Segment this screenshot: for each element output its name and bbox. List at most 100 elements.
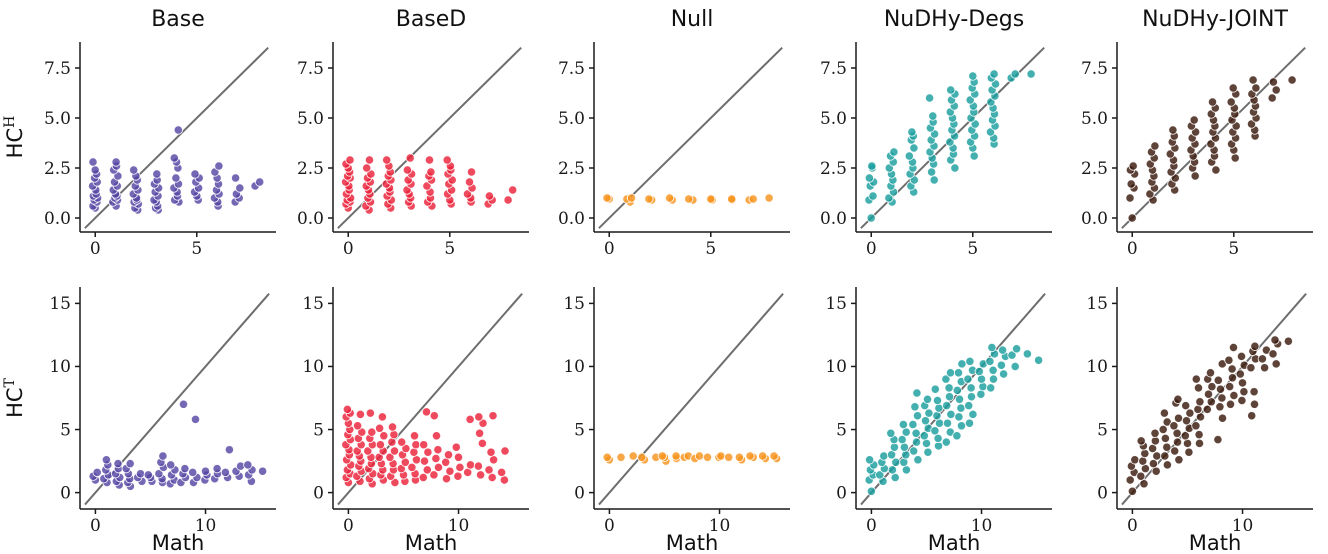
data-point <box>92 467 102 478</box>
data-point <box>644 194 654 204</box>
data-point <box>421 407 432 417</box>
panel-nudhy-joint-hc-t: 0 5 10 15 0 10 Math <box>1066 268 1328 554</box>
y-tick-label: 0.0 <box>44 209 71 229</box>
y-tick-label: 15 <box>825 294 847 314</box>
data-point <box>1033 355 1044 365</box>
data-point <box>1211 165 1221 175</box>
panel-nudhy-degs-hc-t: 0 5 10 15 0 10 Math <box>805 268 1066 554</box>
x-tick-label: 5 <box>191 239 202 259</box>
data-point <box>1268 77 1279 87</box>
data-point <box>998 369 1009 379</box>
data-point <box>1011 344 1022 354</box>
x-tick-label: 10 <box>709 516 731 536</box>
data-point <box>1215 384 1226 394</box>
data-point <box>433 445 443 455</box>
data-point <box>1173 413 1184 423</box>
data-point <box>974 366 984 377</box>
data-point <box>453 452 464 462</box>
data-point <box>1227 373 1238 383</box>
data-point <box>706 194 716 204</box>
data-point <box>1136 471 1146 481</box>
data-point <box>887 465 898 475</box>
data-point <box>1010 361 1020 372</box>
data-point <box>1251 83 1261 93</box>
data-point <box>941 374 951 384</box>
data-point <box>445 466 455 476</box>
data-point <box>1190 171 1200 181</box>
data-point <box>1139 479 1149 489</box>
data-point <box>1022 349 1033 359</box>
data-point <box>964 400 974 411</box>
y-tick-label: 0.0 <box>558 209 585 229</box>
y-tick-label: 5.0 <box>1081 109 1108 129</box>
data-point <box>912 411 923 421</box>
data-point <box>1267 93 1277 103</box>
data-point <box>911 428 921 438</box>
data-point <box>431 431 442 441</box>
data-point <box>367 427 377 437</box>
data-point <box>904 151 914 161</box>
data-point <box>357 427 367 437</box>
y-tick-label: 10 <box>49 357 71 377</box>
data-point <box>694 451 705 461</box>
data-point <box>243 460 253 470</box>
data-point <box>745 451 755 461</box>
y-tick-label: 0 <box>313 483 324 503</box>
data-point <box>111 157 121 167</box>
data-point <box>965 356 975 367</box>
y-tick-label: 15 <box>49 294 71 314</box>
data-point <box>474 412 484 422</box>
data-point <box>986 383 996 393</box>
y-tick-label: 0 <box>60 483 71 503</box>
data-point <box>1007 350 1017 360</box>
data-point <box>419 456 430 466</box>
x-tick-label: 10 <box>448 516 470 536</box>
y-tick-label: 5.0 <box>820 109 847 129</box>
data-point <box>879 451 889 461</box>
panel-title: Null <box>671 7 714 32</box>
data-point <box>942 418 953 428</box>
data-point <box>953 368 964 378</box>
data-point <box>1181 416 1192 426</box>
data-point <box>441 474 452 484</box>
data-point <box>508 185 518 195</box>
data-point <box>364 155 375 165</box>
y-tick-label: 15 <box>1086 294 1108 314</box>
y-axis-label-base: HC <box>3 128 27 158</box>
data-point <box>1159 408 1170 418</box>
x-axis-label: Math <box>405 531 458 554</box>
data-point <box>671 451 681 461</box>
data-point <box>889 442 900 452</box>
x-tick-label: 0 <box>1127 239 1138 259</box>
y-tick-label: 7.5 <box>44 59 71 79</box>
data-point <box>451 442 461 452</box>
data-point <box>602 193 612 203</box>
x-tick-label: 0 <box>866 239 877 259</box>
data-point <box>1189 115 1199 125</box>
x-tick-label: 0 <box>866 516 877 536</box>
data-point <box>933 433 943 444</box>
data-point <box>929 175 939 185</box>
data-point <box>1184 447 1194 457</box>
data-point <box>1195 397 1205 407</box>
data-point <box>409 431 420 441</box>
data-points-group <box>602 451 782 466</box>
data-point <box>377 412 388 422</box>
data-point <box>864 455 875 465</box>
data-point <box>702 452 713 462</box>
data-point <box>487 472 497 483</box>
data-point <box>224 445 235 455</box>
y-tick-label: 0 <box>574 483 585 503</box>
data-point <box>1010 69 1020 79</box>
data-point <box>499 475 510 485</box>
data-point <box>190 169 200 179</box>
data-point <box>932 395 943 406</box>
data-point <box>724 452 734 462</box>
data-point <box>424 155 435 165</box>
data-point <box>919 431 929 441</box>
data-point <box>423 447 433 457</box>
x-tick-label: 5 <box>705 239 716 259</box>
data-point <box>764 193 774 203</box>
data-point <box>956 421 967 431</box>
